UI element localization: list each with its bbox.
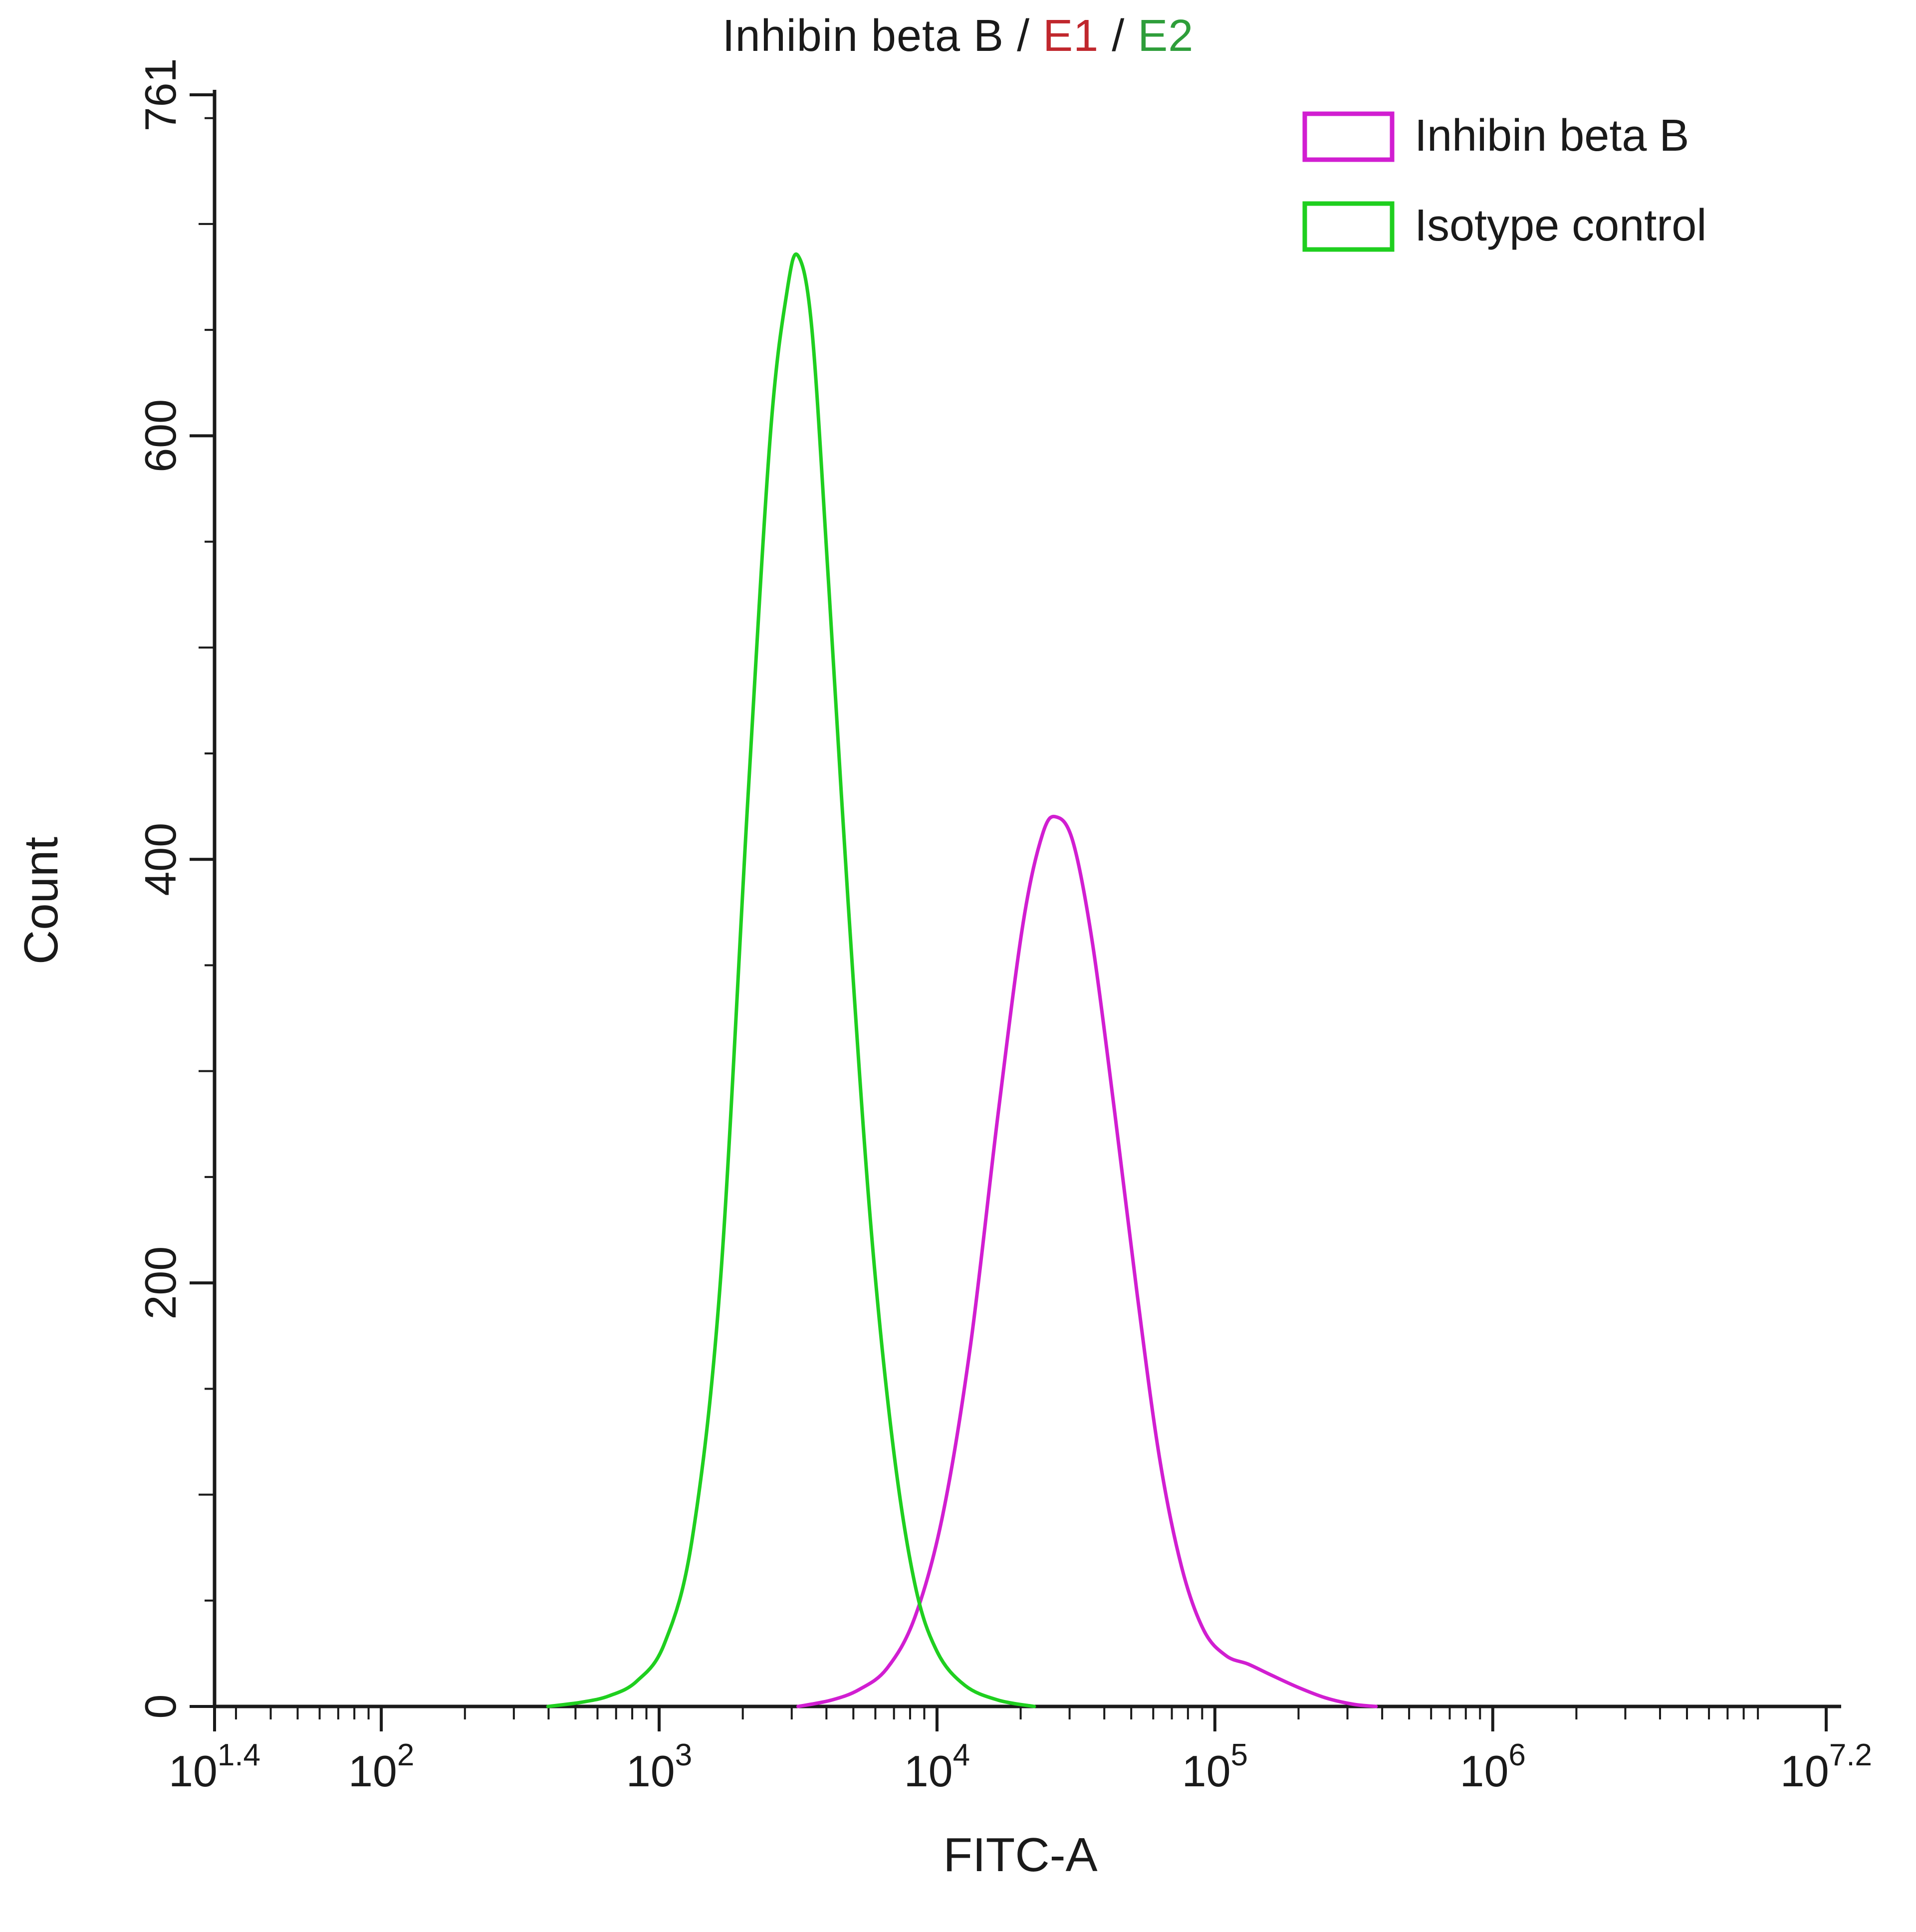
x-tick-label: 104 — [904, 1738, 970, 1796]
x-axis-label: FITC-A — [943, 1828, 1097, 1882]
y-axis-label: Count — [14, 837, 68, 965]
x-tick-label: 101.4 — [169, 1738, 260, 1796]
y-tick-label: 0 — [136, 1694, 185, 1719]
chart-title: Inhibin beta B / E1 / E2 — [0, 8, 1916, 64]
y-tick-label: 400 — [136, 823, 185, 896]
chart-title-part: E1 — [1043, 11, 1099, 61]
chart-title-part: E2 — [1138, 11, 1194, 61]
x-tick-label: 105 — [1182, 1738, 1248, 1796]
series-inhibin-beta-b — [796, 814, 1378, 1708]
x-tick-label: 106 — [1460, 1738, 1526, 1796]
y-tick-label: 600 — [136, 399, 185, 473]
chart-title-part: / — [1099, 11, 1138, 61]
legend-swatch — [1302, 111, 1395, 162]
series-isotype-control — [546, 252, 1036, 1708]
x-tick-label: 102 — [348, 1738, 414, 1796]
y-tick-label: 200 — [136, 1246, 185, 1320]
legend-label: Isotype control — [1415, 201, 1706, 250]
legend-label: Inhibin beta B — [1415, 111, 1689, 161]
legend: Inhibin beta B Isotype control — [1302, 111, 1706, 252]
chart-title-part: / — [1017, 11, 1043, 61]
x-tick-label: 107.2 — [1780, 1738, 1872, 1796]
series-curves — [546, 252, 1378, 1708]
chart-title-part: Inhibin beta B — [722, 11, 1017, 61]
axes: 101.4 102 103 104 105 106 107.2 0 200 400 600 761 — [136, 58, 1872, 1796]
legend-swatch — [1302, 201, 1395, 252]
x-tick-label: 103 — [626, 1738, 692, 1796]
y-tick-label: 761 — [136, 58, 185, 132]
